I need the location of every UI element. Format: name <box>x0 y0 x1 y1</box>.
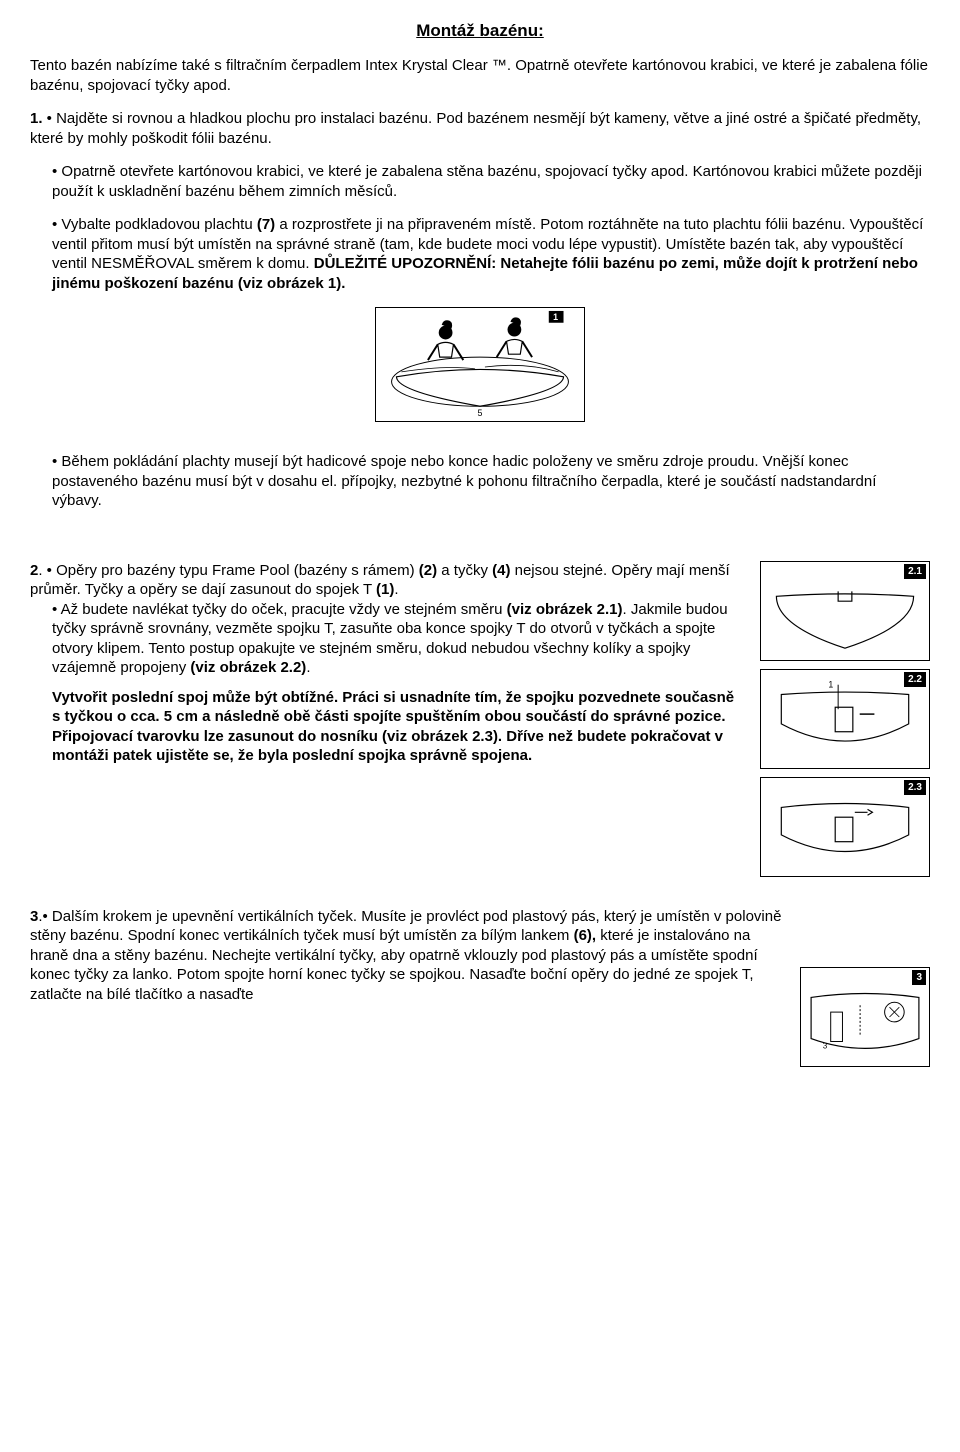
svg-text:1: 1 <box>553 312 558 322</box>
bold-ref-1: (1) <box>376 581 394 598</box>
step-1: 1. • Najděte si rovnou a hladkou plochu … <box>30 109 930 148</box>
bold-fig-ref-22: (viz obrázek 2.2) <box>190 659 306 676</box>
step-1-bullet-3: • Během pokládání plachty musejí být had… <box>30 452 930 511</box>
step-1-bullet-1: • Opatrně otevřete kartónovou krabici, v… <box>30 162 930 201</box>
figure-3: 3 3 <box>800 967 930 1067</box>
figure-label: 3 <box>912 970 926 985</box>
text-part: . • Opěry pro bazény typu Frame Pool (ba… <box>38 562 418 579</box>
bold-ref-4: (4) <box>492 562 510 579</box>
step-2-para-1: 2. • Opěry pro bazény typu Frame Pool (b… <box>30 561 745 600</box>
figure-label: 2.2 <box>904 672 926 687</box>
text-part: a tyčky <box>437 562 492 579</box>
svg-text:1: 1 <box>828 679 833 689</box>
step-3-section: 3.• Dalším krokem je upevnění vertikální… <box>30 907 930 1067</box>
svg-text:5: 5 <box>478 408 483 418</box>
text-part: . <box>394 581 398 598</box>
page-title: Montáž bazénu: <box>30 20 930 42</box>
figure-2-1: 2.1 <box>760 561 930 661</box>
step-2-para-3: Vytvořit poslední spoj může být obtížné.… <box>30 688 745 766</box>
figure-2-3: 2.3 <box>760 777 930 877</box>
bold-ref-2: (2) <box>419 562 437 579</box>
step-2-figures: 2.1 2.2 1 2.3 <box>760 561 930 877</box>
svg-text:3: 3 <box>823 1041 828 1050</box>
figure-label: 2.1 <box>904 564 926 579</box>
intro-text: Tento bazén nabízíme také s filtračním č… <box>30 56 930 95</box>
step-1-bullet-2: • Vybalte podkladovou plachtu (7) a rozp… <box>30 215 930 293</box>
step-1-number: 1. <box>30 110 43 127</box>
step-1-text: • Najděte si rovnou a hladkou plochu pro… <box>30 110 921 147</box>
step-2-para-2: • Až budete navlékat tyčky do oček, prac… <box>30 600 745 678</box>
figure-2-2: 2.2 1 <box>760 669 930 769</box>
bold-ref-7: (7) <box>257 216 275 233</box>
text-part: . <box>306 659 310 676</box>
step-3-text: 3.• Dalším krokem je upevnění vertikální… <box>30 907 785 1005</box>
step-2-text-column: 2. • Opěry pro bazény typu Frame Pool (b… <box>30 561 745 877</box>
figure-1: 1 5 <box>375 307 585 422</box>
text-part: • Vybalte podkladovou plachtu <box>52 216 257 233</box>
bold-fig-ref-21: (viz obrázek 2.1) <box>507 601 623 618</box>
bold-ref-6: (6), <box>574 927 597 944</box>
text-part: • Až budete navlékat tyčky do oček, prac… <box>52 601 507 618</box>
step-2-section: 2. • Opěry pro bazény typu Frame Pool (b… <box>30 561 930 877</box>
figure-label: 2.3 <box>904 780 926 795</box>
